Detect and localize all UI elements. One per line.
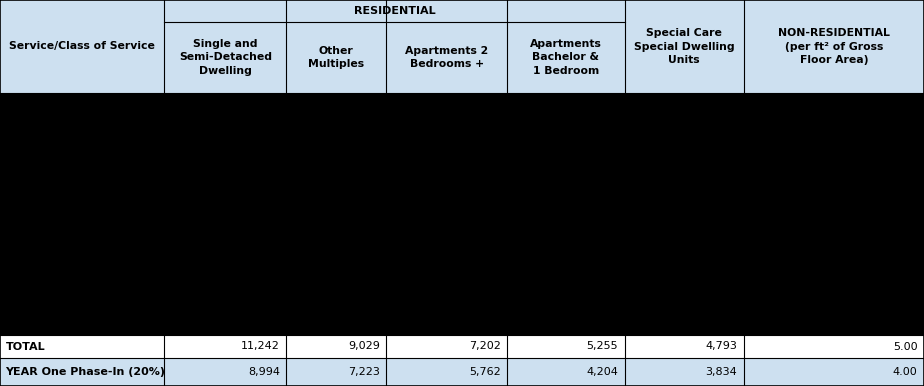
Bar: [0, 335, 924, 358]
Text: 8,994: 8,994: [248, 367, 280, 377]
Bar: [0, 93, 924, 335]
Text: RESIDENTIAL: RESIDENTIAL: [354, 6, 435, 16]
Text: Apartments 2
Bedrooms +: Apartments 2 Bedrooms +: [405, 46, 489, 69]
Bar: [0, 358, 924, 386]
Text: TOTAL: TOTAL: [6, 342, 45, 352]
Text: Single and
Semi-Detached
Dwelling: Single and Semi-Detached Dwelling: [179, 39, 272, 76]
Text: 4.00: 4.00: [893, 367, 918, 377]
Text: 9,029: 9,029: [348, 342, 380, 352]
Text: Service/Class of Service: Service/Class of Service: [9, 42, 155, 51]
Text: 5,255: 5,255: [587, 342, 618, 352]
Text: Special Care
Special Dwelling
Units: Special Care Special Dwelling Units: [634, 28, 735, 65]
Text: YEAR One Phase-In (20%): YEAR One Phase-In (20%): [6, 367, 165, 377]
Bar: [0, 0, 924, 93]
Text: 4,204: 4,204: [587, 367, 618, 377]
Text: 11,242: 11,242: [241, 342, 280, 352]
Text: 4,793: 4,793: [706, 342, 737, 352]
Text: 5,762: 5,762: [469, 367, 501, 377]
Text: 7,202: 7,202: [469, 342, 501, 352]
Text: 3,834: 3,834: [706, 367, 737, 377]
Text: 7,223: 7,223: [348, 367, 380, 377]
Text: 5.00: 5.00: [893, 342, 918, 352]
Text: NON-RESIDENTIAL
(per ft² of Gross
Floor Area): NON-RESIDENTIAL (per ft² of Gross Floor …: [778, 28, 890, 65]
Text: Apartments
Bachelor &
1 Bedroom: Apartments Bachelor & 1 Bedroom: [530, 39, 602, 76]
Text: Other
Multiples: Other Multiples: [309, 46, 364, 69]
